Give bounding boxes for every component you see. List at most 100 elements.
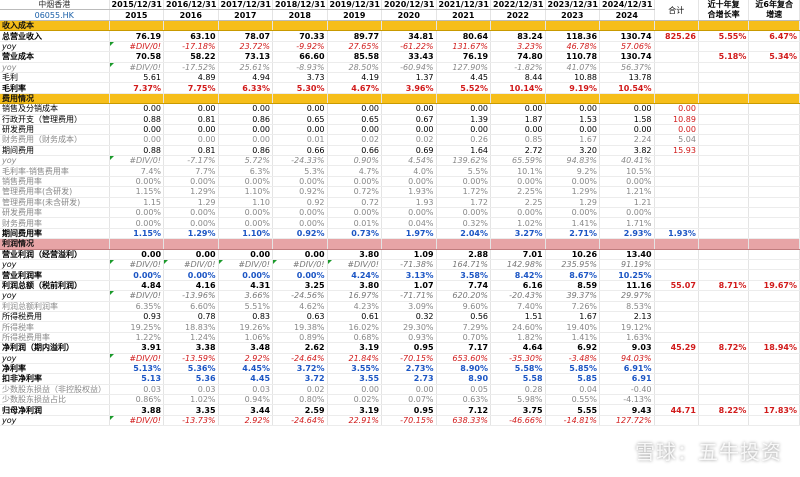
- row-label-cell[interactable]: 费用情况: [0, 93, 110, 105]
- value-cell[interactable]: 19.12%: [599, 321, 655, 333]
- value-cell[interactable]: 3.27%: [490, 228, 546, 240]
- value-cell[interactable]: 1.22%: [109, 332, 165, 344]
- value-cell[interactable]: -14.81%: [545, 415, 601, 427]
- value-cell[interactable]: 19.25%: [109, 321, 165, 333]
- value-cell[interactable]: 0.02%: [327, 394, 383, 406]
- row-label-cell[interactable]: 收入成本: [0, 20, 110, 32]
- value-cell[interactable]: 1.02%: [163, 394, 219, 406]
- growth10-cell[interactable]: [698, 124, 750, 136]
- growth6-cell[interactable]: [748, 353, 800, 364]
- value-cell[interactable]: 6.33%: [218, 82, 274, 94]
- total-cell[interactable]: [654, 373, 699, 385]
- value-cell[interactable]: 1.07: [381, 280, 437, 292]
- value-cell[interactable]: 7.17: [436, 342, 492, 354]
- total-cell[interactable]: 45.29: [654, 342, 699, 354]
- date-header-cell[interactable]: 2018/12/31: [272, 0, 328, 11]
- value-cell[interactable]: -9.92%: [272, 41, 328, 53]
- value-cell[interactable]: 0.00%: [272, 217, 328, 229]
- row-label-cell[interactable]: 所得税费用: [0, 311, 110, 323]
- growth6-cell[interactable]: [748, 384, 800, 396]
- value-cell[interactable]: 638.33%: [436, 415, 492, 427]
- value-cell[interactable]: 0.81: [163, 114, 219, 125]
- value-cell[interactable]: 7.74: [436, 280, 492, 292]
- date-header-cell[interactable]: 2017/12/31: [218, 0, 274, 11]
- value-cell[interactable]: 1.93%: [381, 186, 437, 198]
- total-cell[interactable]: 0.00: [654, 124, 699, 136]
- date-header-cell[interactable]: 2019/12/31: [327, 0, 383, 11]
- total-cell[interactable]: [654, 290, 699, 302]
- growth6-cell[interactable]: 6.47%: [748, 30, 800, 42]
- growth6-cell[interactable]: 5.34%: [748, 51, 800, 63]
- value-cell[interactable]: 0.81: [163, 145, 219, 157]
- value-cell[interactable]: 0.00: [109, 124, 165, 136]
- value-cell[interactable]: 3.44: [218, 404, 274, 416]
- growth10-cell[interactable]: [698, 290, 750, 302]
- value-cell[interactable]: 0.65: [272, 114, 328, 125]
- value-cell[interactable]: 10.25%: [599, 269, 655, 281]
- growth6-cell[interactable]: [748, 311, 800, 323]
- growth6-cell[interactable]: 17.83%: [748, 404, 800, 416]
- value-cell[interactable]: 3.23%: [490, 41, 546, 53]
- value-cell[interactable]: 0.80%: [272, 394, 328, 406]
- value-cell[interactable]: 0.00%: [599, 207, 655, 219]
- value-cell[interactable]: 0.00: [490, 103, 546, 115]
- value-cell[interactable]: 1.29%: [163, 186, 219, 198]
- growth10-cell[interactable]: [698, 176, 750, 188]
- value-cell[interactable]: 0.00%: [381, 207, 437, 219]
- value-cell[interactable]: 76.19: [436, 51, 492, 63]
- value-cell[interactable]: 0.00%: [163, 217, 219, 229]
- value-cell[interactable]: 0.02: [272, 384, 328, 396]
- value-cell[interactable]: 8.67%: [545, 269, 601, 281]
- value-cell[interactable]: 76.19: [109, 30, 165, 42]
- value-cell[interactable]: 8.90: [436, 373, 492, 385]
- value-cell[interactable]: 6.3%: [218, 165, 274, 177]
- value-cell[interactable]: 2.71%: [545, 228, 601, 240]
- value-cell[interactable]: 6.60%: [163, 301, 219, 312]
- value-cell[interactable]: 1.67: [545, 134, 601, 146]
- total-cell[interactable]: 10.89: [654, 114, 699, 125]
- value-cell[interactable]: 0.00: [163, 249, 219, 261]
- value-cell[interactable]: 40.41%: [599, 155, 655, 167]
- value-cell[interactable]: 3.75: [490, 404, 546, 416]
- value-cell[interactable]: -24.64%: [272, 415, 328, 427]
- value-cell[interactable]: 3.13%: [381, 269, 437, 281]
- value-cell[interactable]: 2.88: [436, 249, 492, 261]
- value-cell[interactable]: 1.09: [381, 249, 437, 261]
- value-cell[interactable]: 91.19%: [599, 259, 655, 271]
- total-cell[interactable]: 55.07: [654, 280, 699, 292]
- value-cell[interactable]: 2.73: [381, 373, 437, 385]
- value-cell[interactable]: 3.80: [327, 249, 383, 261]
- growth6-cell[interactable]: 19.67%: [748, 280, 800, 292]
- value-cell[interactable]: 0.73%: [327, 228, 383, 240]
- value-cell[interactable]: 0.00: [327, 124, 383, 136]
- value-cell[interactable]: 0.04%: [381, 217, 437, 229]
- value-cell[interactable]: 1.10%: [218, 186, 274, 198]
- value-cell[interactable]: 3.35: [163, 404, 219, 416]
- value-cell[interactable]: -8.93%: [272, 62, 328, 73]
- value-cell[interactable]: 0.00: [381, 384, 437, 396]
- value-cell[interactable]: #DIV/0!: [272, 259, 328, 271]
- value-cell[interactable]: 9.2%: [545, 165, 601, 177]
- value-cell[interactable]: 0.00: [436, 124, 492, 136]
- value-cell[interactable]: 5.13: [109, 373, 165, 385]
- value-cell[interactable]: -1.82%: [490, 62, 546, 73]
- value-cell[interactable]: 73.13: [218, 51, 274, 63]
- value-cell[interactable]: 0.00: [272, 124, 328, 136]
- value-cell[interactable]: 0.07%: [381, 394, 437, 406]
- value-cell[interactable]: 0.89%: [272, 332, 328, 344]
- row-label-cell[interactable]: 所得税率: [0, 321, 110, 333]
- value-cell[interactable]: 0.00: [545, 124, 601, 136]
- total-cell[interactable]: [654, 269, 699, 281]
- value-cell[interactable]: [436, 93, 492, 105]
- total-cell[interactable]: 825.26: [654, 30, 699, 42]
- value-cell[interactable]: 0.55%: [545, 394, 601, 406]
- value-cell[interactable]: [436, 238, 492, 250]
- value-cell[interactable]: 13.78: [599, 72, 655, 84]
- value-cell[interactable]: 1.41%: [545, 217, 601, 229]
- value-cell[interactable]: 0.00%: [545, 176, 601, 188]
- value-cell[interactable]: 1.15%: [109, 228, 165, 240]
- value-cell[interactable]: 94.03%: [599, 353, 655, 364]
- value-cell[interactable]: 0.00: [272, 103, 328, 115]
- value-cell[interactable]: 80.64: [436, 30, 492, 42]
- value-cell[interactable]: 0.00: [599, 103, 655, 115]
